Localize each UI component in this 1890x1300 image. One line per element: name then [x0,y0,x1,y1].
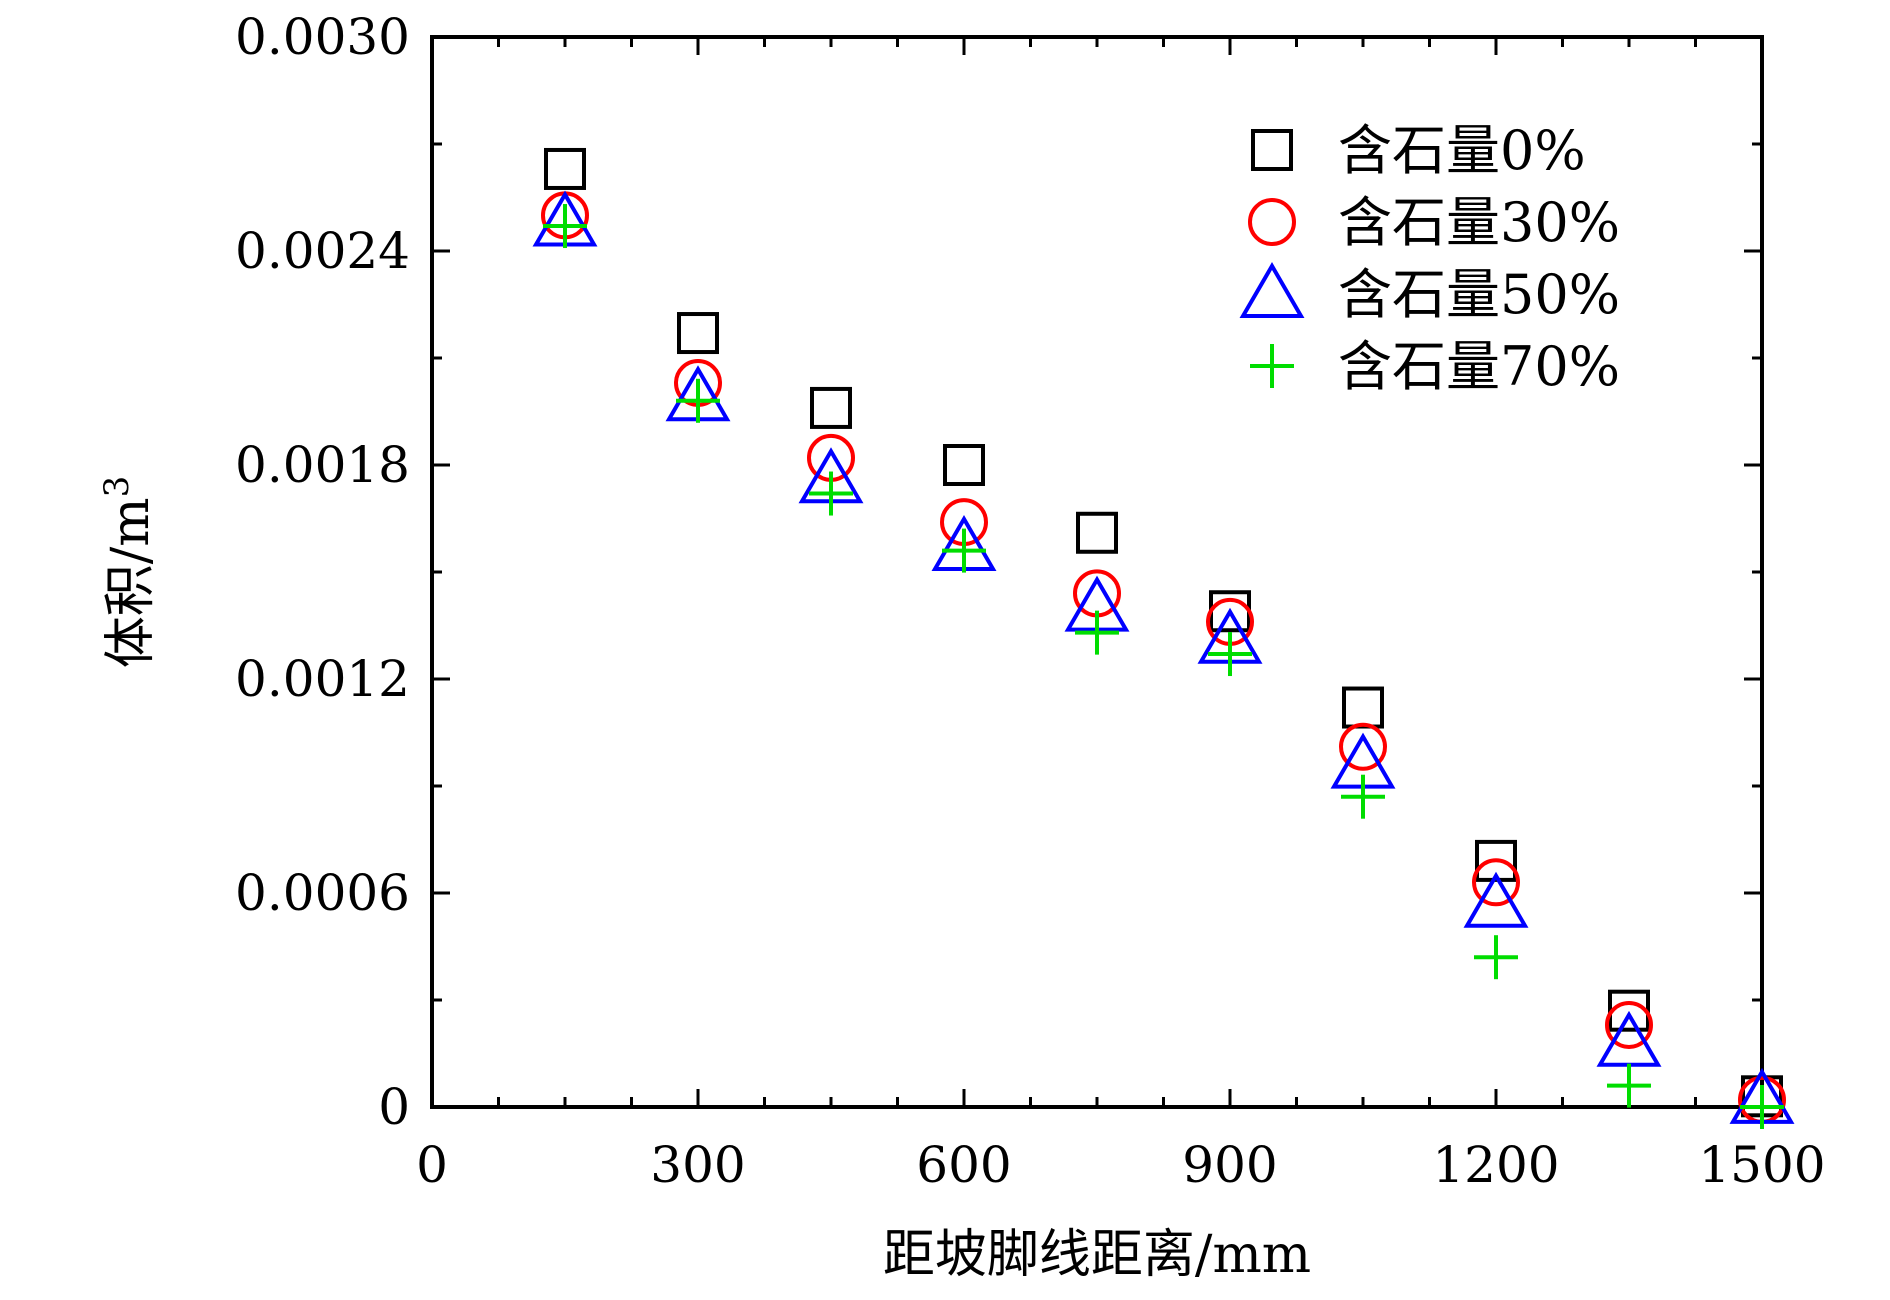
data-point-triangle [1463,871,1529,928]
data-point-circle [1339,722,1387,771]
x-tick-label: 1200 [1432,1136,1559,1194]
data-point-plus [1474,935,1518,980]
legend-label: 含石量70% [1338,335,1620,398]
data-point-square [1475,839,1517,882]
data-point-plus [1740,1085,1784,1129]
x-tick-label: 300 [650,1136,745,1194]
data-point-plus [809,471,853,516]
data-point-square [810,386,852,429]
legend-label: 含石量30% [1338,191,1620,254]
x-tick-label: 1500 [1698,1136,1825,1194]
data-point-square [544,147,586,190]
legend-marker-square [1251,129,1293,171]
y-axis-tick-labels: 0 0.0006 0.0012 0.0018 0.0024 0.0030 [235,8,410,1136]
legend-marker-triangle [1239,262,1305,318]
y-axis-title: 体积/m3 [97,476,161,668]
data-point-plus [1607,1063,1651,1108]
legend-item: 含石量30% [1248,191,1620,254]
data-point-plus [543,204,587,249]
series-plus [543,204,1784,1129]
series-triangle [532,190,1795,1124]
y-tick-label: 0.0006 [235,864,410,922]
x-tick-label: 600 [916,1136,1011,1194]
data-point-plus [1341,774,1385,819]
x-axis-title: 距坡脚线距离/mm [883,1225,1311,1285]
x-axis-tick-labels: 0 300 600 900 1200 1500 [416,1136,1826,1194]
y-tick-label: 0.0018 [235,436,410,494]
y-tick-label: 0 [378,1078,410,1136]
data-point-plus [1075,610,1119,655]
data-point-square [1608,989,1650,1032]
y-axis-title-text: 体积/m [101,497,161,668]
data-point-plus [676,378,720,423]
legend: 含石量0% 含石量30% 含石量50% 含石量70% [1239,119,1620,398]
x-tick-label: 900 [1182,1136,1277,1194]
legend-marker-circle [1248,198,1296,246]
legend-label: 含石量50% [1338,263,1620,326]
data-point-plus [942,528,986,573]
data-point-square [677,312,719,355]
y-axis-title-superscript: 3 [97,476,137,498]
legend-item: 含石量0% [1251,119,1586,182]
data-point-square [1342,686,1384,729]
legend-item: 含石量70% [1250,335,1620,398]
legend-item: 含石量50% [1239,262,1620,326]
data-point-square [1076,511,1118,554]
data-point-square [943,444,985,486]
y-tick-label: 0.0030 [235,8,410,66]
y-tick-label: 0.0024 [235,222,410,280]
data-point-circle [1605,1000,1653,1049]
x-tick-label: 0 [416,1136,448,1194]
y-tick-label: 0.0012 [235,650,410,708]
data-markers [532,147,1795,1129]
data-point-circle [1472,858,1520,907]
legend-marker-plus [1250,344,1294,388]
series-circle [541,191,1786,1124]
data-point-plus [1208,632,1252,677]
legend-label: 含石量0% [1338,119,1586,182]
